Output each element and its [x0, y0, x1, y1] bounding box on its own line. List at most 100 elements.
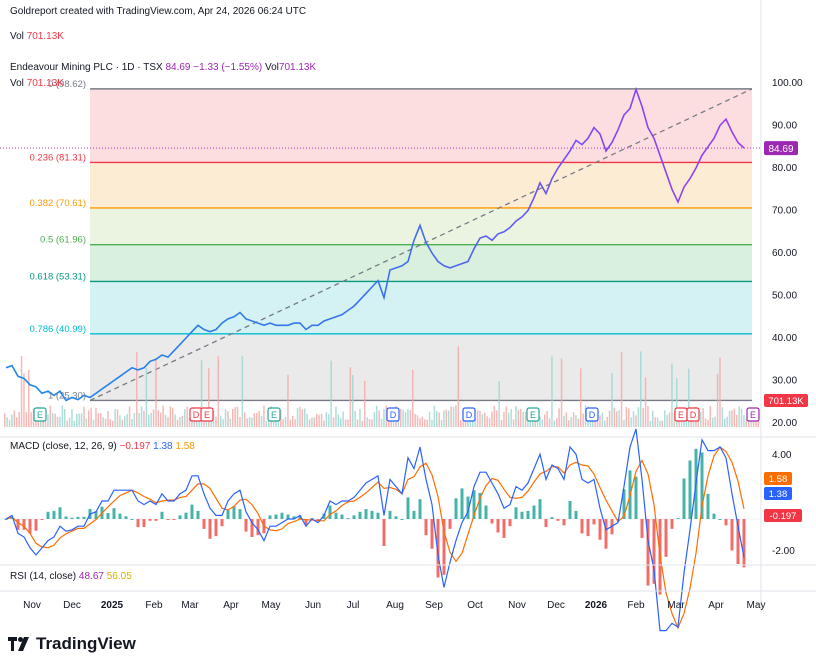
macd-histogram-bar [130, 519, 134, 520]
volume-bar [479, 411, 481, 427]
volume-bar [476, 410, 479, 427]
volume-bar [102, 417, 104, 427]
macd-histogram-bar [604, 519, 608, 549]
macd-histogram-bar [598, 519, 602, 540]
volume-bar [664, 410, 666, 427]
volume-bar [361, 420, 364, 427]
volume-bar [712, 417, 714, 427]
volume-bar [128, 406, 131, 427]
macd-histogram-bar [94, 511, 98, 519]
y-tick-label: 90.00 [772, 121, 797, 132]
macd-histogram-bar [286, 514, 290, 519]
volume-bar [632, 411, 635, 427]
volume-bar [455, 405, 457, 427]
macd-histogram-bar [46, 511, 50, 519]
fib-retracement[interactable]: 0 (98.62) 0.236 (81.31) 0.382 (70.61) 0.5 (… [29, 79, 753, 402]
volume-bar [724, 418, 726, 427]
macd-histogram-bar [454, 498, 458, 519]
volume-bar [13, 410, 16, 427]
volume-bar [392, 417, 395, 427]
fib-trendline [89, 88, 753, 402]
volume-bar [193, 420, 196, 427]
volume-bar [700, 411, 702, 427]
rsi-legend[interactable]: RSI (14, close) 48.67 56.05 [10, 571, 132, 582]
tradingview-logo-icon [8, 637, 29, 651]
volume-bar [52, 413, 54, 427]
volume-bar [66, 420, 68, 427]
volume-bar [560, 358, 563, 427]
volume-bar [287, 374, 289, 427]
volume-bar [188, 417, 191, 427]
volume-bar [652, 410, 654, 427]
macd-pane[interactable] [0, 428, 816, 632]
volume-bar [112, 420, 114, 427]
volume-bar [232, 408, 234, 427]
volume-bar [90, 407, 92, 427]
x-tick-label: Nov [508, 600, 526, 611]
volume-bar [248, 417, 251, 427]
volume-bar [577, 418, 580, 427]
macd-histogram-bar [502, 519, 506, 538]
macd-histogram-bar [226, 510, 230, 519]
x-tick-label: Dec [547, 600, 565, 611]
macd-title[interactable]: MACD (close, 12, 26, 9) [10, 441, 117, 452]
volume-bar [457, 346, 460, 427]
volume-bar [755, 418, 757, 427]
volume-bar [726, 416, 728, 427]
rsi-pane[interactable] [0, 564, 816, 592]
volume-bar [124, 416, 126, 427]
macd-signal-value: 1.58 [175, 441, 195, 452]
volume-bar [443, 410, 445, 427]
volume-bar [740, 408, 743, 427]
volume-tag-bg [764, 394, 808, 407]
macd-histogram-bar [574, 510, 578, 519]
symbol-legend[interactable]: Endeavour Mining PLC · 1D · TSX 84.69 −1… [10, 62, 316, 73]
volume-bar [527, 418, 529, 427]
volume-bar [61, 405, 64, 427]
volume-bar [68, 417, 71, 427]
volume-bar [294, 419, 296, 427]
volume-bar [121, 419, 124, 427]
volume-bar [673, 411, 676, 427]
macd-histogram-bar [154, 519, 158, 521]
macd-histogram-bar [196, 510, 200, 519]
symbol-name[interactable]: Endeavour Mining PLC · 1D · TSX [10, 62, 163, 73]
volume-bar [256, 413, 258, 427]
volume-bar [59, 416, 61, 427]
macd-histogram-bar [742, 519, 746, 568]
volume-bar [464, 417, 467, 427]
macd-histogram-bar [238, 509, 242, 519]
macd-histogram-bar [484, 505, 488, 519]
brand-name: TradingView [36, 634, 136, 653]
macd-histogram-bar [670, 519, 674, 529]
macd-histogram-bar [370, 510, 374, 519]
x-tick-label: Apr [708, 600, 724, 611]
rsi-title[interactable]: RSI (14, close) [10, 571, 77, 582]
volume-bar [299, 406, 301, 427]
macd-histogram-bar [706, 493, 710, 519]
volume-bar [659, 420, 661, 427]
legend-vol-label: Vol [264, 62, 279, 73]
tradingview-logo[interactable]: TradingView [8, 634, 136, 654]
volume-bar [107, 411, 109, 427]
macd-histogram-bar [376, 512, 380, 519]
volume-bar [721, 407, 724, 427]
macd-legend[interactable]: MACD (close, 12, 26, 9) −0.197 1.38 1.58 [10, 441, 195, 452]
volume-bar [167, 417, 169, 427]
macd-histogram-bar [358, 511, 362, 519]
volume-bar [340, 418, 342, 427]
volume-bar [385, 405, 388, 427]
volume-bar [265, 420, 268, 427]
volume-bar [704, 418, 707, 427]
event-marker-box [267, 407, 281, 422]
volume-bar [575, 415, 577, 427]
last-price-tag: 84.69 [768, 144, 793, 155]
volume-bar [325, 412, 328, 427]
volume-value: 701.13K [26, 31, 64, 42]
rsi-value: 48.67 [78, 571, 104, 582]
macd-histogram-bar [340, 514, 344, 519]
x-tick-label: May [262, 600, 281, 611]
macd-histogram-bar [250, 519, 254, 537]
